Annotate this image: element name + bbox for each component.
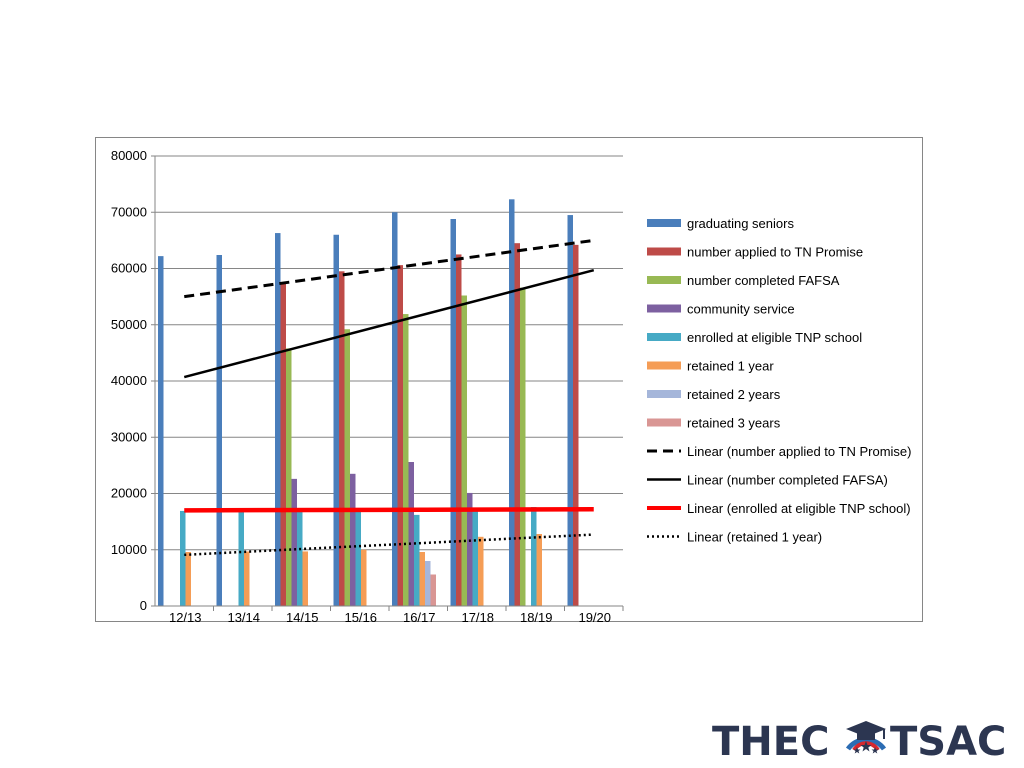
legend-label: retained 2 years [687, 387, 781, 402]
bar [478, 536, 484, 606]
bar [333, 234, 339, 606]
bar [419, 552, 425, 606]
bar [456, 254, 462, 606]
bar [355, 509, 361, 606]
bar [280, 282, 286, 606]
legend-swatch [647, 247, 681, 256]
bar [339, 271, 345, 606]
bar [430, 574, 436, 606]
gridlines [155, 155, 623, 551]
bar [408, 462, 414, 606]
legend-label: Linear (retained 1 year) [687, 530, 822, 545]
y-tick-label: 20000 [111, 486, 147, 501]
legend-swatch [647, 304, 681, 313]
legend-swatch [647, 418, 681, 427]
x-tick-label: 15/16 [344, 610, 377, 623]
legend-label: number applied to TN Promise [687, 245, 863, 260]
x-tick-label: 16/17 [403, 610, 436, 623]
legend-label: retained 1 year [687, 359, 774, 374]
y-tick-label: 10000 [111, 542, 147, 557]
bar [216, 255, 222, 606]
y-tick-label: 0 [140, 598, 147, 613]
bar [567, 215, 573, 606]
bar [536, 534, 542, 606]
bar [350, 473, 356, 606]
bar-chart: 0 10000 20000 30000 40000 50000 60000 70000 8000… [111, 148, 912, 623]
y-tick-label: 70000 [111, 204, 147, 219]
bar [520, 287, 526, 606]
bar [291, 478, 297, 606]
bar [573, 244, 579, 606]
bar [472, 511, 478, 606]
legend-swatch [647, 219, 681, 227]
y-tick-label: 40000 [111, 373, 147, 388]
x-tick-label: 19/20 [578, 610, 611, 623]
x-tick-label: 12/13 [169, 610, 202, 623]
legend-swatch [647, 333, 681, 341]
bar [158, 256, 164, 606]
legend-label: Linear (enrolled at eligible TNP school) [687, 501, 911, 516]
y-tick-label: 60000 [111, 261, 147, 276]
bar [461, 295, 467, 606]
legend-label: retained 3 years [687, 416, 781, 431]
legend-label: community service [687, 302, 795, 317]
legend: graduating seniors number applied to TN P… [647, 216, 911, 545]
trendline [184, 533, 594, 557]
bar [467, 492, 473, 606]
bar [185, 552, 191, 606]
y-tick-label: 80000 [111, 148, 147, 163]
trendline [184, 238, 594, 299]
bar [531, 507, 537, 606]
logo-left-text: THEC [712, 719, 829, 763]
bar [344, 329, 350, 606]
logo-right-text: TSAC [890, 719, 1006, 763]
bar [509, 199, 515, 606]
bar [297, 510, 303, 606]
bar [450, 219, 456, 606]
x-tick-label: 17/18 [461, 610, 494, 623]
legend-label: Linear (number completed FAFSA) [687, 473, 888, 488]
chart-frame: 0 10000 20000 30000 40000 50000 60000 70000 8000… [95, 137, 923, 623]
bar [397, 265, 403, 606]
bar [302, 551, 308, 606]
y-tick-label: 30000 [111, 429, 147, 444]
x-tick-label: 14/15 [286, 610, 319, 623]
legend-label: graduating seniors [687, 216, 794, 231]
legend-label: enrolled at eligible TNP school [687, 330, 862, 345]
legend-label: number completed FAFSA [687, 273, 840, 288]
y-tick-label: 50000 [111, 317, 147, 332]
bar [425, 561, 431, 606]
bar [414, 514, 420, 606]
trendline [183, 268, 595, 379]
graduation-cap-stars-icon [845, 721, 887, 754]
legend-label: Linear (number applied to TN Promise) [687, 444, 911, 459]
bar [275, 233, 281, 606]
x-tick-label: 13/14 [227, 610, 260, 623]
bar [361, 549, 367, 606]
legend-swatch [647, 276, 681, 284]
bar [514, 243, 520, 606]
bar [403, 314, 409, 606]
bar [286, 348, 292, 606]
bar [244, 551, 250, 606]
bars [158, 199, 579, 606]
bar [392, 212, 398, 606]
thec-tsac-logo: THEC TSAC [712, 719, 1006, 763]
trendline [184, 507, 594, 513]
bar [180, 510, 186, 606]
trendlines [183, 238, 595, 557]
legend-swatch [647, 361, 681, 370]
axes: 0 10000 20000 30000 40000 50000 60000 70000 8000… [111, 148, 624, 623]
legend-swatch [647, 390, 681, 398]
x-tick-label: 18/19 [520, 610, 553, 623]
bar [238, 510, 244, 606]
